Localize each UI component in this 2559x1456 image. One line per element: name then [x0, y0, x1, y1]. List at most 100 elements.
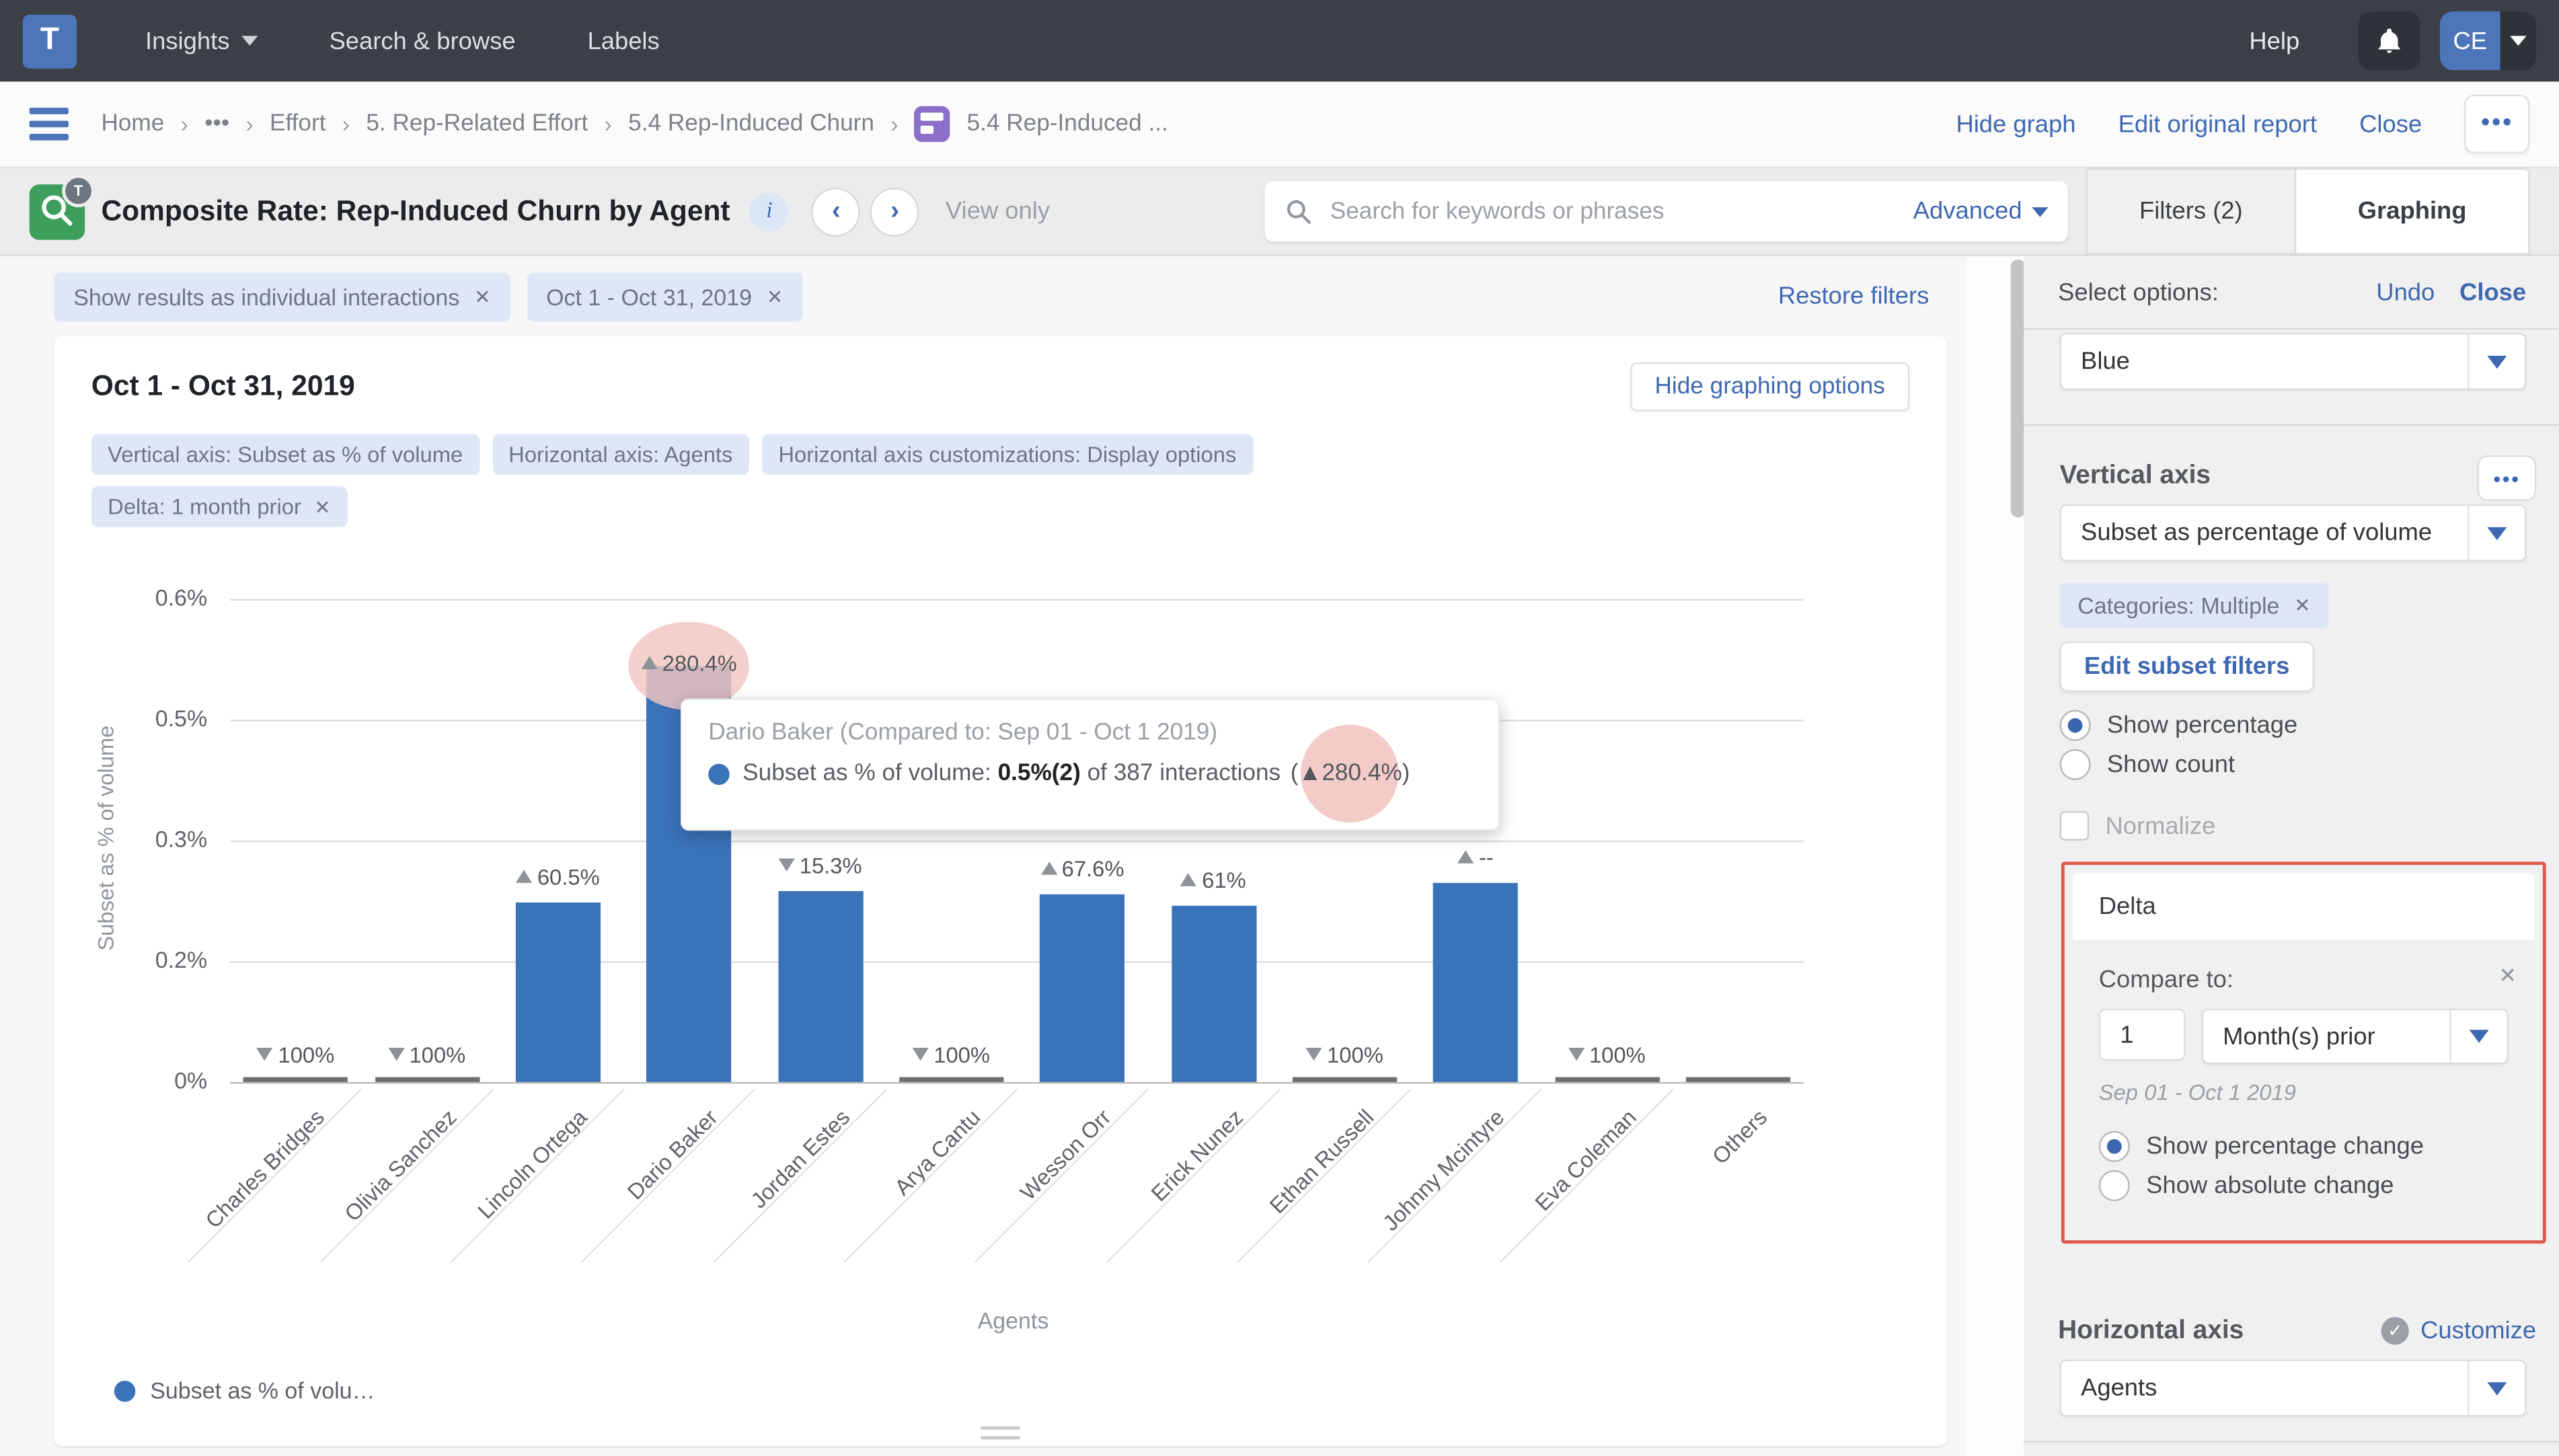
bar-zero[interactable] [1293, 1077, 1397, 1082]
page-title: Composite Rate: Rep-Induced Churn by Age… [101, 194, 730, 229]
remove-chip-icon[interactable]: ✕ [474, 284, 490, 307]
filter-chip: Oct 1 - Oct 31, 2019 ✕ [527, 272, 802, 321]
compare-count-input[interactable]: 1 [2099, 1009, 2186, 1061]
breadcrumb-separator-icon: › [342, 111, 350, 137]
filter-chip-label: Oct 1 - Oct 31, 2019 [546, 283, 752, 309]
hide-graph-link[interactable]: Hide graph [1956, 110, 2075, 138]
user-menu[interactable]: CE [2440, 11, 2536, 70]
arrow-down-icon [257, 1048, 273, 1061]
gridline [230, 1082, 1803, 1083]
bar[interactable] [1433, 883, 1518, 1082]
close-link[interactable]: Close [2359, 110, 2422, 138]
delta-label: -- [1378, 845, 1574, 870]
select-options-label: Select options: [2058, 279, 2219, 307]
nav-item-labels[interactable]: Labels [587, 27, 659, 54]
vertical-axis-select[interactable]: Subset as percentage of volume [2059, 504, 2526, 562]
normalize-checkbox[interactable]: Normalize [2059, 811, 2215, 841]
delta-label: 15.3% [722, 853, 918, 878]
show-count-radio[interactable]: Show count [2059, 749, 2235, 780]
show-percentage-change-radio[interactable]: Show percentage change [2099, 1131, 2424, 1162]
advanced-search-toggle[interactable]: Advanced [1913, 198, 2049, 225]
breadcrumb-item[interactable]: ••• [204, 111, 229, 137]
next-button[interactable]: › [870, 187, 919, 236]
menu-icon[interactable] [30, 108, 69, 141]
breadcrumb-item[interactable]: 5.4 Rep-Induced Churn [628, 111, 874, 137]
bar-zero[interactable] [1554, 1077, 1658, 1082]
delta-label: 61% [1116, 868, 1311, 892]
show-percentage-radio[interactable]: Show percentage [2059, 710, 2297, 741]
avatar: CE [2440, 11, 2500, 70]
notifications-button[interactable] [2359, 11, 2420, 70]
undo-link[interactable]: Undo [2376, 279, 2435, 307]
more-options-button[interactable]: ••• [2464, 95, 2529, 153]
restore-filters-link[interactable]: Restore filters [1778, 282, 1930, 310]
panel-tabs: Filters (2) Graphing [2086, 168, 2529, 255]
delta-label: 280.4% [591, 651, 787, 675]
breadcrumb-item[interactable]: 5. Rep-Related Effort [366, 111, 588, 137]
remove-chip-icon[interactable]: ✕ [2294, 594, 2310, 617]
vertical-axis-more-button[interactable]: ••• [2478, 455, 2536, 501]
tab-filters[interactable]: Filters (2) [2086, 168, 2295, 255]
bar[interactable] [515, 903, 600, 1082]
y-axis-title: Subset as % of volume [94, 691, 118, 985]
tooltip-delta: (▲280.4%) [1291, 761, 1410, 787]
delta-label: 100% [1508, 1043, 1704, 1067]
nav-item-insights[interactable]: Insights [145, 27, 258, 54]
breadcrumb-separator-icon: › [605, 111, 612, 137]
delta-label: 100% [329, 1043, 525, 1067]
color-select[interactable]: Blue [2059, 333, 2526, 390]
bar[interactable] [1040, 894, 1124, 1082]
bar[interactable] [1171, 906, 1256, 1082]
y-axis-tick-label: 0.6% [103, 584, 207, 611]
graphing-panel: Select options: Undo Close Blue Vertical… [2024, 256, 2559, 1456]
chevron-down-icon [2449, 1010, 2507, 1063]
categories-chip: Categories: Multiple ✕ [2059, 582, 2328, 628]
x-axis-title: Agents [978, 1307, 1049, 1334]
breadcrumb-item[interactable]: Home [101, 111, 164, 137]
remove-chip-icon[interactable]: ✕ [767, 284, 783, 307]
edit-subset-filters-button[interactable]: Edit subset filters [2059, 642, 2314, 692]
delta-label: 100% [1247, 1043, 1443, 1067]
bar-zero[interactable] [243, 1077, 348, 1082]
nav-item-search-browse[interactable]: Search & browse [329, 27, 515, 54]
bar-zero[interactable] [899, 1077, 1003, 1082]
resize-handle[interactable] [981, 1426, 1020, 1446]
breadcrumb-current[interactable]: 5.4 Rep-Induced ... [967, 111, 1168, 137]
bar-zero[interactable] [1685, 1077, 1790, 1082]
app-logo[interactable]: T [23, 14, 77, 68]
bar-zero[interactable] [375, 1077, 479, 1082]
edit-original-report-link[interactable]: Edit original report [2118, 110, 2317, 138]
compare-to-label: Compare to: [2099, 966, 2233, 994]
radio-selected-icon [2099, 1131, 2130, 1162]
info-icon[interactable]: i [750, 192, 789, 231]
prev-button[interactable]: ‹ [812, 187, 861, 236]
report-search-icon: T [30, 184, 85, 239]
radio-selected-icon [2059, 710, 2090, 741]
show-absolute-change-radio[interactable]: Show absolute change [2099, 1170, 2394, 1201]
breadcrumb-item[interactable]: Effort [270, 111, 326, 137]
delta-label: 60.5% [460, 865, 656, 889]
delta-value: 100% [278, 1043, 334, 1067]
tab-graphing[interactable]: Graphing [2295, 168, 2529, 255]
compare-unit-select[interactable]: Month(s) prior [2202, 1009, 2509, 1065]
breadcrumb-bar: Home › ••• › Effort › 5. Rep-Related Effort › 5.… [0, 81, 2559, 168]
delta-value: 15.3% [800, 853, 862, 878]
customize-link[interactable]: ✓ Customize [2381, 1317, 2536, 1344]
breadcrumb-separator-icon: › [181, 111, 188, 137]
arrow-up-icon [1040, 861, 1057, 874]
y-axis-tick-label: 0.5% [103, 705, 207, 731]
gridline [230, 599, 1803, 601]
delta-value: 100% [1327, 1043, 1383, 1067]
breadcrumb-separator-icon: › [890, 111, 898, 137]
horizontal-axis-select[interactable]: Agents [2059, 1359, 2526, 1416]
bar[interactable] [777, 891, 862, 1082]
arrow-down-icon [1568, 1048, 1584, 1061]
search-input[interactable] [1327, 196, 1913, 226]
help-link[interactable]: Help [2249, 27, 2299, 54]
compare-range-note: Sep 01 - Oct 1 2019 [2099, 1080, 2296, 1104]
search-bar: Advanced [1265, 181, 2068, 241]
remove-delta-icon[interactable]: ✕ [2499, 963, 2517, 989]
close-panel-link[interactable]: Close [2459, 279, 2526, 307]
chevron-down-icon [2468, 506, 2525, 560]
chevron-down-icon [2468, 334, 2525, 388]
